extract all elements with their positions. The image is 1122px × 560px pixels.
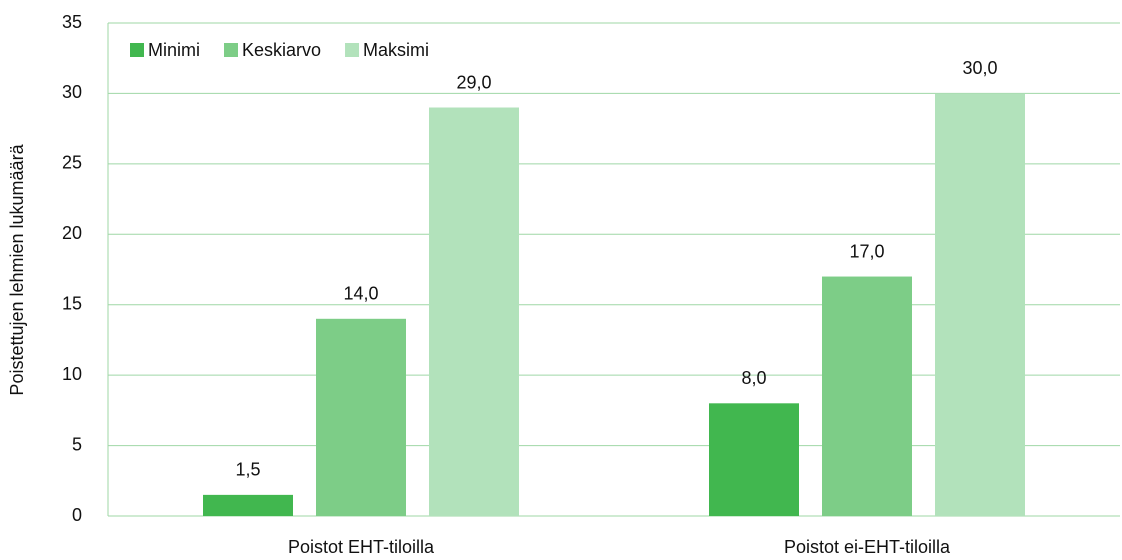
y-tick-label: 25: [62, 153, 82, 173]
y-tick-label: 30: [62, 82, 82, 102]
value-label: 29,0: [456, 72, 491, 92]
value-label: 8,0: [741, 368, 766, 388]
value-label: 1,5: [235, 460, 260, 480]
legend-swatch: [345, 43, 360, 57]
y-tick-label: 5: [72, 434, 82, 454]
bar: [935, 93, 1025, 516]
value-label: 30,0: [962, 58, 997, 78]
y-axis-label: Poistettujen lehmien lukumäärä: [7, 143, 27, 395]
bar: [316, 318, 406, 516]
legend-swatch: [130, 43, 144, 57]
bar: [709, 403, 799, 516]
value-label: 14,0: [343, 284, 378, 304]
legend-label: Keskiarvo: [242, 40, 321, 60]
y-tick-label: 0: [72, 505, 82, 525]
value-label: 17,0: [849, 241, 884, 261]
y-tick-label: 10: [62, 364, 82, 384]
legend-swatch: [224, 43, 238, 57]
y-tick-label: 35: [62, 12, 82, 32]
legend-label: Minimi: [148, 40, 200, 60]
bar: [203, 494, 293, 516]
x-tick-label: Poistot EHT-tiloilla: [288, 537, 435, 557]
legend-label: Maksimi: [363, 40, 429, 60]
y-tick-label: 15: [62, 293, 82, 313]
bar: [429, 107, 519, 516]
x-tick-label: Poistot ei-EHT-tiloilla: [784, 537, 951, 557]
bar: [822, 276, 912, 516]
y-tick-label: 20: [62, 223, 82, 243]
